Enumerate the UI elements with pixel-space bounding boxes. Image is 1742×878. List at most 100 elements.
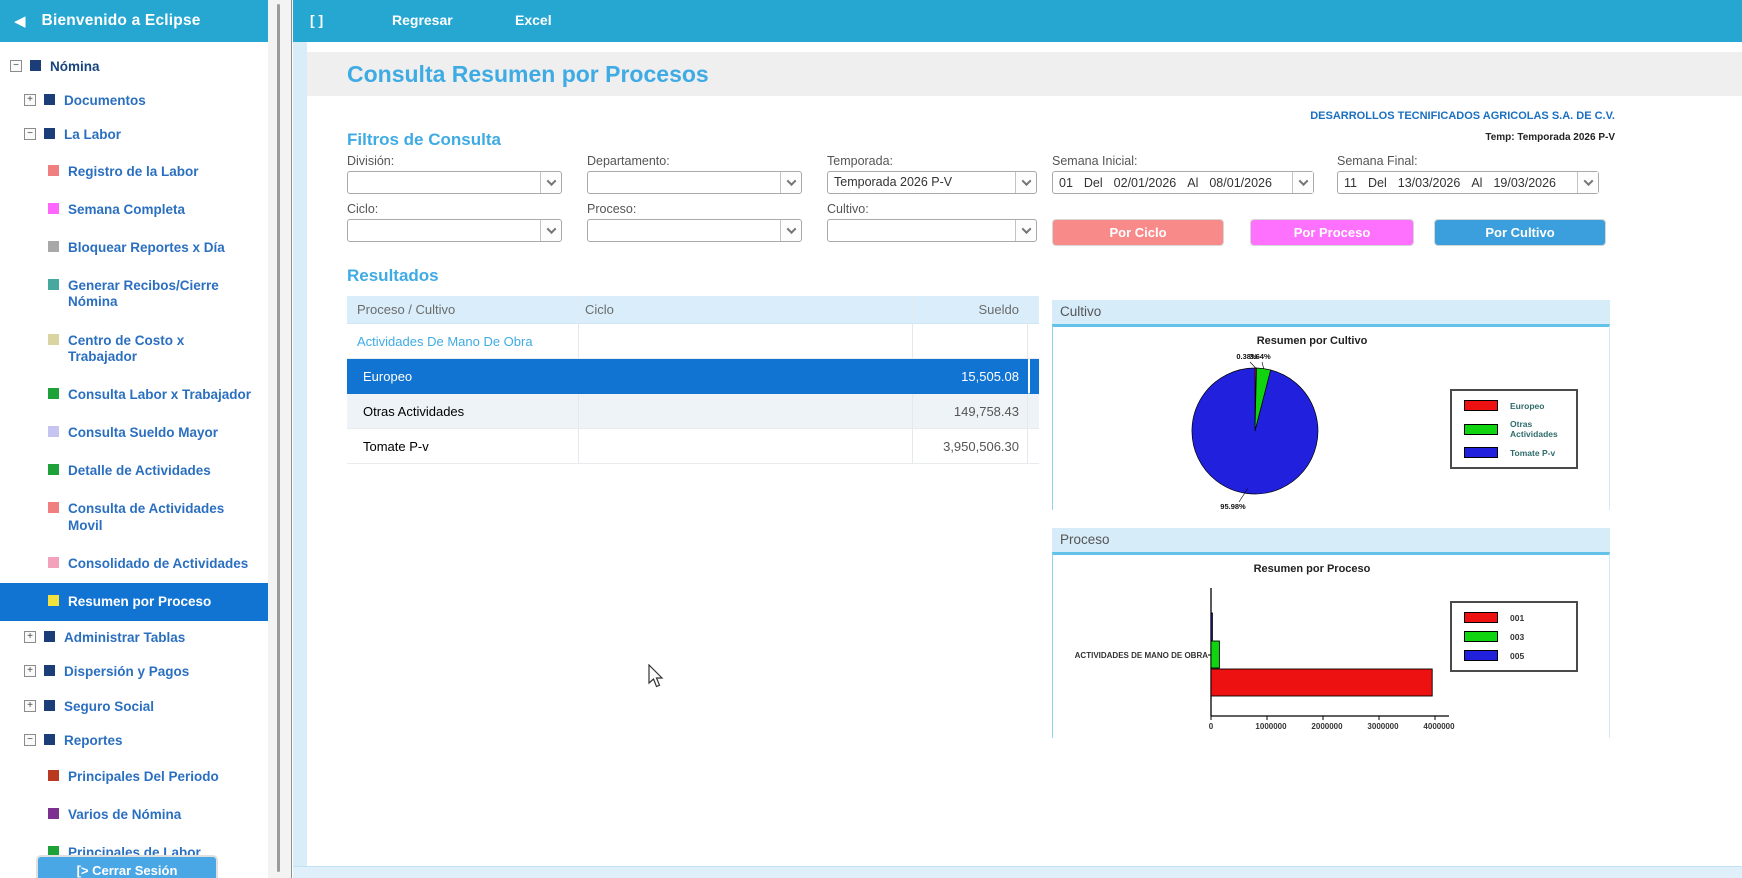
temporada-label: Temporada: — [827, 154, 893, 168]
item-bullet-icon — [44, 734, 55, 745]
table-cell — [579, 394, 913, 429]
legend-label: 001 — [1510, 613, 1524, 623]
sidebar-item-reportes[interactable]: −Reportes — [0, 724, 268, 758]
plus-expander-icon[interactable]: + — [24, 631, 36, 643]
sidebar-item-semana-completa[interactable]: Semana Completa — [0, 191, 268, 229]
departamento-select[interactable] — [587, 171, 802, 194]
table-row-otras-actividades[interactable]: Otras Actividades149,758.43 — [347, 394, 1039, 429]
por-proceso-button[interactable]: Por Proceso — [1250, 219, 1414, 246]
ciclo-select[interactable] — [347, 219, 562, 242]
week-to-date: 08/01/2026 — [1209, 176, 1272, 190]
table-row-actividades-de-mano-de-obra[interactable]: Actividades De Mano De Obra — [347, 324, 1039, 359]
plus-expander-icon[interactable]: + — [24, 700, 36, 712]
back-arrow-icon[interactable]: ◀ — [14, 12, 26, 30]
sidebar-item-consulta-sueldo-mayor[interactable]: Consulta Sueldo Mayor — [0, 414, 268, 452]
del-label: Del — [1084, 176, 1103, 190]
sidebar-item-bloquear-reportes-x-dia[interactable]: Bloquear Reportes x Día — [0, 229, 268, 267]
chevron-down-icon[interactable] — [780, 172, 801, 193]
sidebar-item-varios-de-nomina[interactable]: Varios de Nómina — [0, 796, 268, 834]
item-bullet-icon — [48, 426, 59, 437]
sidebar-item-dispersion-y-pagos[interactable]: +Dispersión y Pagos — [0, 655, 268, 689]
legend-entry: 003 — [1464, 631, 1564, 642]
results-table: Proceso / Cultivo Ciclo Sueldo Actividad… — [347, 296, 1039, 464]
sidebar-item-label: Semana Completa — [68, 202, 185, 218]
bar-003 — [1211, 641, 1219, 668]
plus-expander-icon[interactable]: + — [24, 94, 36, 106]
por-ciclo-button[interactable]: Por Ciclo — [1052, 219, 1224, 246]
table-cell: 149,758.43 — [913, 394, 1028, 429]
sidebar-item-resumen-por-proceso[interactable]: Resumen por Proceso — [0, 583, 268, 621]
sidebar-item-generar-recibos-cierre-nomina[interactable]: Generar Recibos/Cierre Nómina — [0, 267, 268, 321]
semana-inicial-label: Semana Inicial: — [1052, 154, 1137, 168]
minus-expander-icon[interactable]: − — [10, 60, 22, 72]
sidebar-item-centro-de-costo-x-trabajador[interactable]: Centro de Costo x Trabajador — [0, 322, 268, 376]
sidebar-scrollbar-thumb[interactable] — [277, 4, 280, 872]
sidebar-item-la-labor[interactable]: −La Labor — [0, 118, 268, 152]
sidebar-item-label: Seguro Social — [64, 699, 154, 715]
item-bullet-icon — [44, 94, 55, 105]
sidebar-item-documentos[interactable]: +Documentos — [0, 84, 268, 118]
chevron-down-icon[interactable] — [1015, 172, 1036, 193]
logout-button[interactable]: [> Cerrar Sesión — [36, 855, 218, 878]
sidebar: ◀ Bienvenido a Eclipse −Nómina+Documento… — [0, 0, 268, 878]
sidebar-item-registro-de-la-labor[interactable]: Registro de la Labor — [0, 153, 268, 191]
sidebar-item-consolidado-de-actividades[interactable]: Consolidado de Actividades — [0, 545, 268, 583]
chevron-down-icon[interactable] — [1015, 220, 1036, 241]
por-cultivo-button[interactable]: Por Cultivo — [1434, 219, 1606, 246]
table-cell — [1028, 359, 1039, 394]
legend-entry: Tomate P-v — [1464, 447, 1564, 458]
excel-button[interactable]: Excel — [515, 12, 552, 28]
table-cell: Actividades De Mano De Obra — [347, 324, 579, 359]
sidebar-item-label: Principales Del Periodo — [68, 769, 219, 785]
sidebar-item-detalle-de-actividades[interactable]: Detalle de Actividades — [0, 452, 268, 490]
table-cell: Europeo — [347, 359, 579, 394]
sidebar-item-seguro-social[interactable]: + Seguro Social — [0, 690, 268, 724]
table-row-tomate-p-v[interactable]: Tomate P-v 3,950,506.30 — [347, 429, 1039, 464]
temporada-select[interactable]: Temporada 2026 P-V — [827, 171, 1037, 194]
minus-expander-icon[interactable]: − — [24, 128, 36, 140]
sidebar-item-label: Resumen por Proceso — [68, 594, 211, 610]
table-cell: Tomate P-v — [347, 429, 579, 464]
column-header-sueldo[interactable]: Sueldo — [913, 296, 1028, 324]
sidebar-item-label: Centro de Costo x Trabajador — [68, 333, 253, 365]
division-select[interactable] — [347, 171, 562, 194]
week-number: 11 — [1344, 176, 1357, 190]
window-controls[interactable]: [ ] — [310, 12, 323, 28]
legend-entry: 005 — [1464, 650, 1564, 661]
table-cell: 15,505.08 — [913, 359, 1028, 394]
sidebar-item-nomina[interactable]: −Nómina — [0, 50, 268, 84]
chevron-down-icon[interactable] — [780, 220, 801, 241]
plus-expander-icon[interactable]: + — [24, 665, 36, 677]
table-row-europeo[interactable]: Europeo 15,505.08 — [347, 359, 1039, 394]
pie-label-2: 95.98% — [1220, 502, 1246, 511]
sidebar-tree: −Nómina+Documentos−La LaborRegistro de l… — [0, 42, 268, 873]
semana-inicial-select[interactable]: 01 Del 02/01/2026 Al 08/01/2026 — [1052, 171, 1314, 194]
sidebar-title: Bienvenido a Eclipse — [42, 12, 201, 30]
chevron-down-icon[interactable] — [1292, 172, 1313, 193]
sidebar-item-consulta-de-actividades-movil[interactable]: Consulta de Actividades Movil — [0, 490, 268, 544]
column-header-proceso[interactable]: Proceso / Cultivo — [347, 296, 579, 324]
x-tick-label: 2000000 — [1311, 722, 1343, 731]
week-from-date: 02/01/2026 — [1114, 176, 1177, 190]
chevron-down-icon[interactable] — [540, 220, 561, 241]
item-bullet-icon — [44, 665, 55, 676]
table-body: Actividades De Mano De ObraEuropeo 15,505… — [347, 324, 1039, 464]
sidebar-item-label: Generar Recibos/Cierre Nómina — [68, 278, 253, 310]
x-tick-label: 3000000 — [1367, 722, 1399, 731]
al-label: Al — [1471, 176, 1482, 190]
table-cell: 3,950,506.30 — [913, 429, 1028, 464]
sidebar-item-label: Detalle de Actividades — [68, 463, 211, 479]
sidebar-item-consulta-labor-x-trabajador[interactable]: Consulta Labor x Trabajador — [0, 376, 268, 414]
semana-final-select[interactable]: 11 Del 13/03/2026 Al 19/03/2026 — [1337, 171, 1599, 194]
legend-entry: Otras Actividades — [1464, 419, 1564, 439]
column-header-ciclo[interactable]: Ciclo — [579, 296, 913, 324]
regresar-button[interactable]: Regresar — [392, 12, 453, 28]
chevron-down-icon[interactable] — [1577, 172, 1598, 193]
proceso-select[interactable] — [587, 219, 802, 242]
sidebar-item-administrar-tablas[interactable]: +Administrar Tablas — [0, 621, 268, 655]
chevron-down-icon[interactable] — [540, 172, 561, 193]
legend-swatch-icon — [1464, 424, 1498, 435]
cultivo-select[interactable] — [827, 219, 1037, 242]
minus-expander-icon[interactable]: − — [24, 734, 36, 746]
sidebar-item-principales-del-periodo[interactable]: Principales Del Periodo — [0, 758, 268, 796]
